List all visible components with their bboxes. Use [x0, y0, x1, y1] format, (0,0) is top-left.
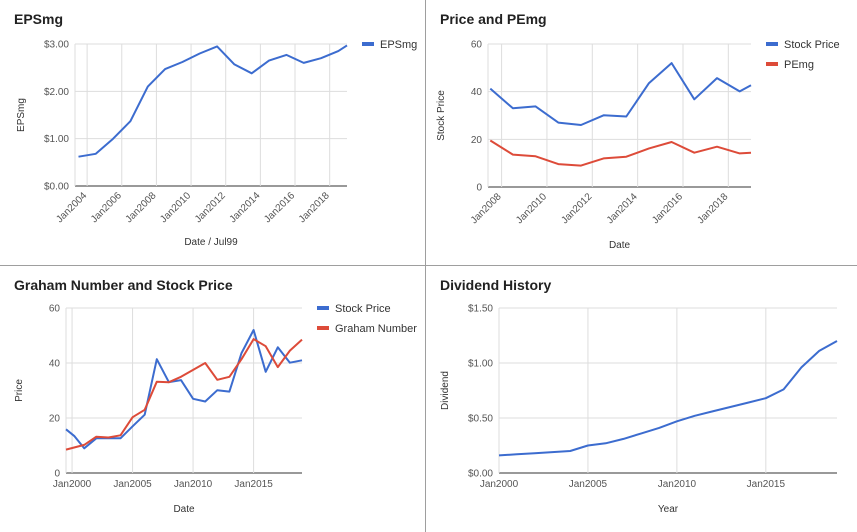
legend-label: PEmg [784, 59, 814, 71]
y-axis-title: Dividend [440, 371, 451, 410]
vertical-separator [425, 0, 426, 532]
y-tick-label: $0.50 [468, 414, 493, 425]
legend-swatch [766, 62, 778, 66]
x-tick-label: Jan2004 [54, 190, 89, 225]
x-tick-label: Jan2005 [569, 479, 608, 490]
legend-swatch [766, 42, 778, 46]
chart-panel-graham: Graham Number and Stock Price 0 20 40 60 Jan2… [0, 266, 425, 532]
chart-panel-dividend: Dividend History $0.00 $0.50 $1.00 $1.50 Jan2… [426, 266, 857, 532]
x-tick-label: Jan2016 [262, 190, 297, 225]
y-tick-label: $2.00 [44, 87, 69, 98]
y-tick-label: $1.00 [44, 134, 69, 145]
y-tick-label: 60 [49, 304, 61, 315]
y-tick-label: 40 [49, 359, 61, 370]
y-axis-title: EPSmg [16, 98, 27, 132]
chart-title: Graham Number and Stock Price [14, 277, 233, 293]
y-tick-label: 0 [54, 469, 60, 480]
y-tick-label: 60 [471, 40, 483, 51]
x-tick-label: Jan2010 [514, 191, 549, 226]
y-tick-label: 20 [49, 414, 61, 425]
x-tick-label: Jan2014 [605, 191, 640, 226]
x-tick-label: Jan2005 [113, 479, 152, 490]
series-line-0 [489, 62, 752, 126]
chart-panel-price-pemg: Price and PEmg 0 20 40 60 Jan2008 Jan2010 Jan20… [426, 0, 857, 265]
chart-price-pemg: Price and PEmg 0 20 40 60 Jan2008 Jan2010 Jan20… [436, 11, 840, 251]
y-tick-label: 20 [471, 135, 483, 146]
series-line-1 [489, 139, 752, 167]
chart-dividend: Dividend History $0.00 $0.50 $1.00 $1.50 Jan2… [440, 277, 838, 515]
x-axis-title: Date / Jul99 [184, 237, 238, 248]
x-tick-label: Jan2000 [480, 479, 519, 490]
series-line-0 [65, 329, 303, 450]
y-tick-label: 0 [476, 183, 482, 194]
y-tick-label: $0.00 [468, 469, 493, 480]
legend-label: EPSmg [380, 39, 417, 51]
series-line-0 [78, 44, 348, 158]
legend-swatch [317, 306, 329, 310]
x-tick-label: Jan2018 [297, 190, 332, 225]
chart-graham: Graham Number and Stock Price 0 20 40 60 Jan2… [14, 277, 417, 515]
x-axis-title: Date [609, 240, 631, 251]
x-tick-label: Jan2006 [89, 190, 124, 225]
x-axis-title: Year [658, 504, 679, 515]
y-tick-label: 40 [471, 87, 483, 98]
y-tick-label: $1.00 [468, 359, 493, 370]
x-tick-label: Jan2010 [158, 190, 193, 225]
x-tick-label: Jan2015 [747, 479, 786, 490]
x-tick-label: Jan2016 [650, 191, 685, 226]
chart-title: Dividend History [440, 277, 551, 293]
x-tick-label: Jan2010 [658, 479, 697, 490]
legend-label: Graham Number [335, 323, 417, 335]
series-line-0 [498, 340, 838, 457]
x-tick-label: Jan2015 [234, 479, 273, 490]
legend-label: Stock Price [784, 39, 840, 51]
x-tick-label: Jan2008 [469, 191, 504, 226]
legend-label: Stock Price [335, 303, 391, 315]
x-tick-label: Jan2014 [228, 190, 263, 225]
chart-panel-epsmg: EPSmg $0.00 $1.00 $2.00 $3.00 Jan2004 Jan2006 J… [0, 0, 425, 265]
x-tick-label: Jan2012 [193, 190, 228, 225]
x-tick-label: Jan2010 [174, 479, 213, 490]
x-tick-label: Jan2008 [124, 190, 159, 225]
y-axis-title: Price [14, 379, 25, 402]
x-tick-label: Jan2018 [696, 191, 731, 226]
horizontal-separator [0, 265, 857, 266]
y-axis-title: Stock Price [436, 90, 447, 141]
y-tick-label: $3.00 [44, 40, 69, 51]
x-tick-label: Jan2000 [53, 479, 92, 490]
x-axis-title: Date [173, 504, 195, 515]
legend-swatch [317, 326, 329, 330]
series-line-1 [65, 338, 303, 451]
legend-swatch [362, 42, 374, 46]
chart-title: EPSmg [14, 11, 63, 27]
x-tick-label: Jan2012 [560, 191, 595, 226]
y-tick-label: $1.50 [468, 304, 493, 315]
chart-title: Price and PEmg [440, 11, 547, 27]
y-tick-label: $0.00 [44, 182, 69, 193]
